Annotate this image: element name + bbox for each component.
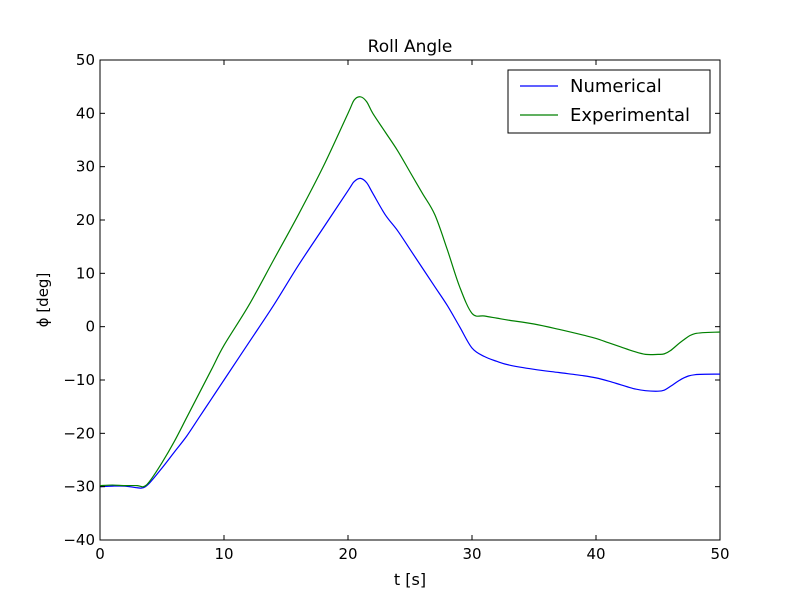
x-tick-label: 50 [710,545,729,563]
y-tick-label: −10 [63,371,95,389]
y-tick-label: 30 [76,158,95,176]
legend-label-experimental: Experimental [570,105,690,126]
y-tick-label: 10 [76,264,95,282]
chart-title: Roll Angle [368,37,453,57]
y-tick-label: −30 [63,478,95,496]
x-tick-label: 10 [214,545,233,563]
x-tick-label: 30 [462,545,481,563]
legend-label-numerical: Numerical [570,76,662,97]
series-line-experimental [100,96,720,488]
series-layer [100,96,720,489]
y-tick-label: −40 [63,531,95,549]
y-tick-label: −20 [63,424,95,442]
y-tick-label: 50 [76,51,95,69]
x-tick-label: 0 [95,545,105,563]
y-tick-label: 40 [76,104,95,122]
x-axis-label: t [s] [394,570,426,589]
series-line-numerical [100,177,720,489]
y-tick-label: 0 [85,318,95,336]
legend: Numerical Experimental [507,69,711,134]
plot-area [99,59,721,541]
x-tick-label: 40 [586,545,605,563]
y-axis-label: ϕ [deg] [34,273,52,328]
y-tick-label: 20 [76,211,95,229]
x-tick-label: 20 [338,545,357,563]
axis-ticks: 0 10 20 30 40 50 −40 −30 −20 −10 0 10 20 30 40 50 [63,51,729,563]
legend-box [507,69,711,134]
